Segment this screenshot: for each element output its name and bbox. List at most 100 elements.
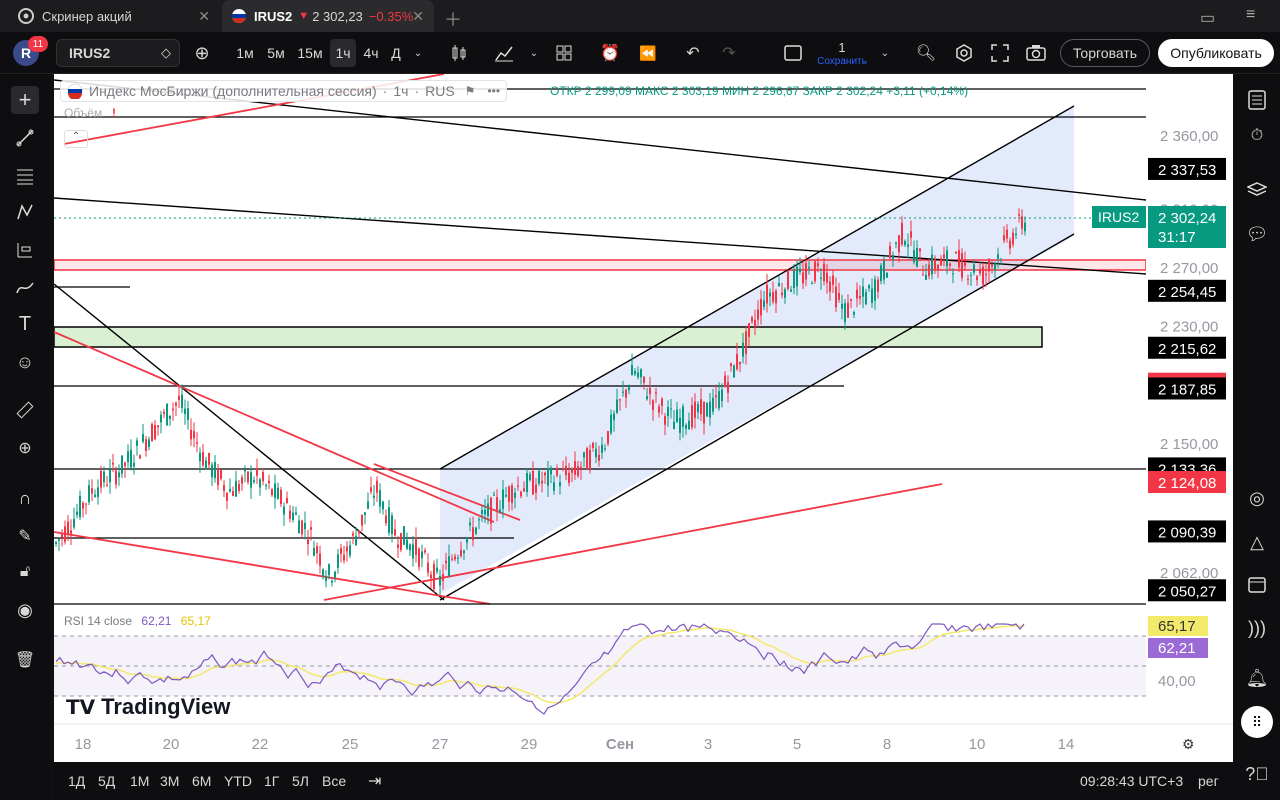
interval-5m[interactable]: 5м (267, 45, 285, 61)
range-5y[interactable]: 5Л (292, 773, 309, 789)
chart-area[interactable]: 2 360,002 310,002 270,002 230,002 150,00… (54, 74, 1233, 762)
crosshair-icon[interactable]: + (11, 86, 39, 114)
save-label[interactable]: Сохранить (817, 56, 867, 67)
interval-15m[interactable]: 15м (297, 45, 323, 61)
interval-4h[interactable]: 4ч (363, 45, 379, 61)
flag-icon[interactable]: ⚑ (464, 84, 476, 98)
pencil-lock-icon[interactable]: ✎ (18, 528, 32, 545)
candle-body (220, 470, 222, 479)
interval-d[interactable]: Д (391, 45, 401, 61)
candle-body (784, 289, 786, 298)
chevron-down-icon[interactable]: ⌄ (529, 47, 539, 59)
compare-plus-icon[interactable]: ⊕ (194, 42, 210, 63)
candle-body (1021, 216, 1023, 229)
candle-body (238, 484, 240, 491)
chart-legend[interactable]: Индекс МосБиржи (дополнительная сессия) … (60, 80, 508, 102)
alert-clock-icon[interactable]: ⏰ (600, 45, 620, 62)
ruler-icon[interactable] (11, 396, 39, 424)
zoom-in-icon[interactable]: ⊕ (18, 440, 32, 457)
candle-body (688, 420, 690, 430)
range-6m[interactable]: 6М (192, 773, 212, 789)
emoji-icon[interactable]: ☺ (15, 351, 35, 372)
calendar-icon[interactable] (1243, 570, 1271, 598)
alerts-clock-icon[interactable]: ⏱︎ (1250, 127, 1264, 144)
fullscreen-icon[interactable] (988, 39, 1012, 67)
range-all[interactable]: Все (322, 773, 347, 789)
interval-1h[interactable]: 1ч (330, 39, 356, 67)
symbol-search[interactable]: IRUS2 ◇ (56, 39, 180, 67)
tab-irus2[interactable]: IRUS2 ▼ 2 302,23 −0.35% ✕ (222, 0, 434, 32)
more-icon[interactable]: ••• (487, 84, 501, 98)
trendline-icon[interactable] (11, 124, 39, 152)
price-chart[interactable]: 2 360,002 310,002 270,002 230,002 150,00… (54, 74, 1233, 762)
price-label-box (1148, 157, 1226, 180)
forecast-icon[interactable] (11, 236, 39, 264)
candle-body (64, 526, 66, 542)
layout-grid-icon[interactable] (552, 39, 576, 67)
layout-rect-icon[interactable] (782, 39, 804, 67)
chevron-down-icon[interactable]: ⌄ (413, 47, 423, 59)
trade-button[interactable]: Торговать (1060, 39, 1150, 67)
settings-gear-icon[interactable] (952, 39, 976, 67)
apps-grid-icon[interactable]: ⠿ (1241, 706, 1273, 738)
candle-body (934, 259, 936, 271)
fib-icon[interactable] (11, 162, 39, 190)
pattern-icon[interactable] (11, 198, 39, 226)
interval-1m[interactable]: 1м (236, 45, 254, 61)
tab-screener[interactable]: Скринер акций ✕ (8, 0, 220, 32)
broadcast-icon[interactable]: ))) (1248, 617, 1266, 638)
trash-icon[interactable]: 🗑︎ (14, 652, 36, 669)
camera-icon[interactable] (1024, 39, 1048, 67)
range-1m[interactable]: 1М (130, 773, 150, 789)
new-tab-icon[interactable]: ＋ (444, 10, 462, 30)
redo-icon[interactable]: ↷ (722, 45, 736, 62)
candle-body (646, 396, 648, 400)
candle-body (493, 494, 495, 496)
candle-body (109, 469, 111, 483)
candle-body (217, 468, 219, 486)
range-5d[interactable]: 5Д (98, 773, 116, 789)
search-icon[interactable]: 🔍︎ (915, 45, 937, 62)
diamond-icon[interactable]: ◇ (161, 45, 171, 60)
close-tab-icon[interactable]: ✕ (412, 7, 424, 24)
rsi-label-text: 62,21 (1158, 640, 1196, 657)
candle-body (178, 395, 180, 401)
date-range-icon[interactable]: ⇥ (368, 773, 382, 790)
notifications-bell-icon[interactable]: 🔔︎ (1245, 667, 1269, 688)
help-icon[interactable]: ?⃝ (1245, 763, 1269, 784)
candle-body (490, 497, 492, 524)
current-symbol-tag (1092, 206, 1146, 228)
text-icon[interactable]: T (18, 312, 32, 335)
watchlist-icon[interactable] (1243, 86, 1271, 114)
indicators-icon[interactable] (492, 39, 516, 67)
speedometer-icon[interactable]: ◎ (1249, 487, 1265, 508)
brush-icon[interactable] (11, 274, 39, 302)
eye-icon[interactable]: ◉ (17, 599, 33, 620)
candles-icon[interactable] (448, 39, 470, 67)
window-icon[interactable]: ▭ (1200, 10, 1216, 27)
range-3m[interactable]: 3М (160, 773, 180, 789)
lock-icon[interactable]: 🔓︎ (19, 563, 31, 580)
pyramid-icon[interactable]: △ (1250, 531, 1264, 552)
clock-readout[interactable]: 09:28:43 UTC+3 (1080, 773, 1184, 789)
candle-body (697, 404, 699, 413)
session-label[interactable]: рег (1198, 773, 1219, 789)
undo-icon[interactable]: ↶ (686, 45, 700, 62)
warning-icon[interactable]: ! (112, 106, 116, 120)
chevron-down-icon[interactable]: ⌄ (880, 47, 890, 59)
range-ytd[interactable]: YTD (224, 773, 252, 789)
top-toolbar: R 11 IRUS2 ◇ ⊕ 1м 5м 15м 1ч 4ч Д ⌄ ⌄ ⏰ ⏪… (0, 32, 1280, 74)
collapse-chevron-icon[interactable]: ⌃ (64, 130, 88, 148)
close-tab-icon[interactable]: ✕ (198, 7, 210, 24)
menu-icon[interactable]: ≡ (1246, 6, 1256, 23)
candle-body (778, 283, 780, 287)
candle-body (742, 342, 744, 357)
range-1d[interactable]: 1Д (68, 773, 86, 789)
layers-icon[interactable] (1243, 176, 1271, 204)
publish-button[interactable]: Опубликовать (1158, 39, 1274, 67)
replay-icon[interactable]: ⏪ (639, 44, 657, 61)
axis-settings-icon[interactable]: ⚙ (1182, 736, 1195, 752)
chat-icon[interactable]: 💬︎ (1245, 223, 1269, 244)
range-1y[interactable]: 1Г (264, 773, 280, 789)
magnet-icon[interactable]: ∩ (18, 487, 32, 508)
